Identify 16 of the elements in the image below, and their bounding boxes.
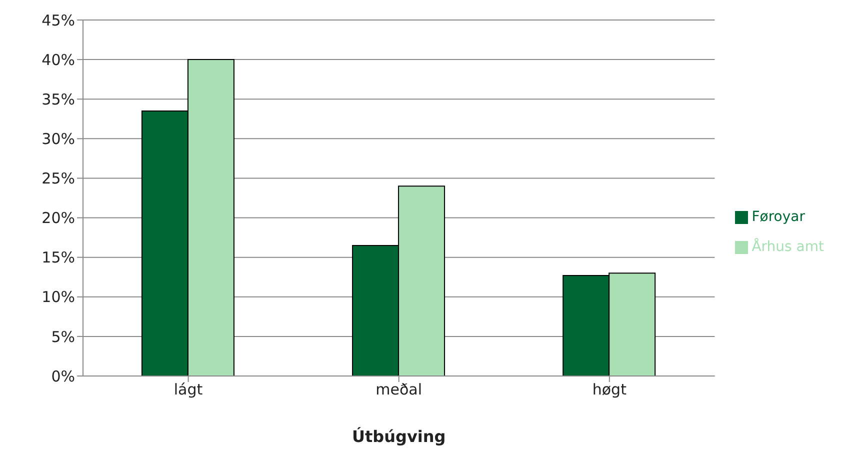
y-tick-label: 5% (51, 328, 75, 346)
legend-label: Føroyar (752, 209, 805, 225)
x-tick-label: meðal (376, 380, 422, 399)
y-tick-label: 15% (42, 248, 75, 267)
y-tick-label: 0% (51, 367, 75, 386)
legend-label: Århus amt (752, 239, 824, 255)
y-tick-label: 35% (42, 90, 75, 108)
x-axis-title: Útbúgving (352, 427, 446, 446)
y-tick-label: 20% (42, 209, 75, 228)
y-tick-label: 30% (42, 130, 75, 148)
y-tick-label: 25% (42, 170, 75, 188)
x-tick-label: høgt (592, 380, 627, 399)
x-tick-label: lágt (174, 380, 203, 399)
y-tick-label: 45% (42, 11, 75, 30)
y-tick-label: 10% (42, 288, 75, 306)
y-tick-label: 40% (42, 50, 75, 69)
